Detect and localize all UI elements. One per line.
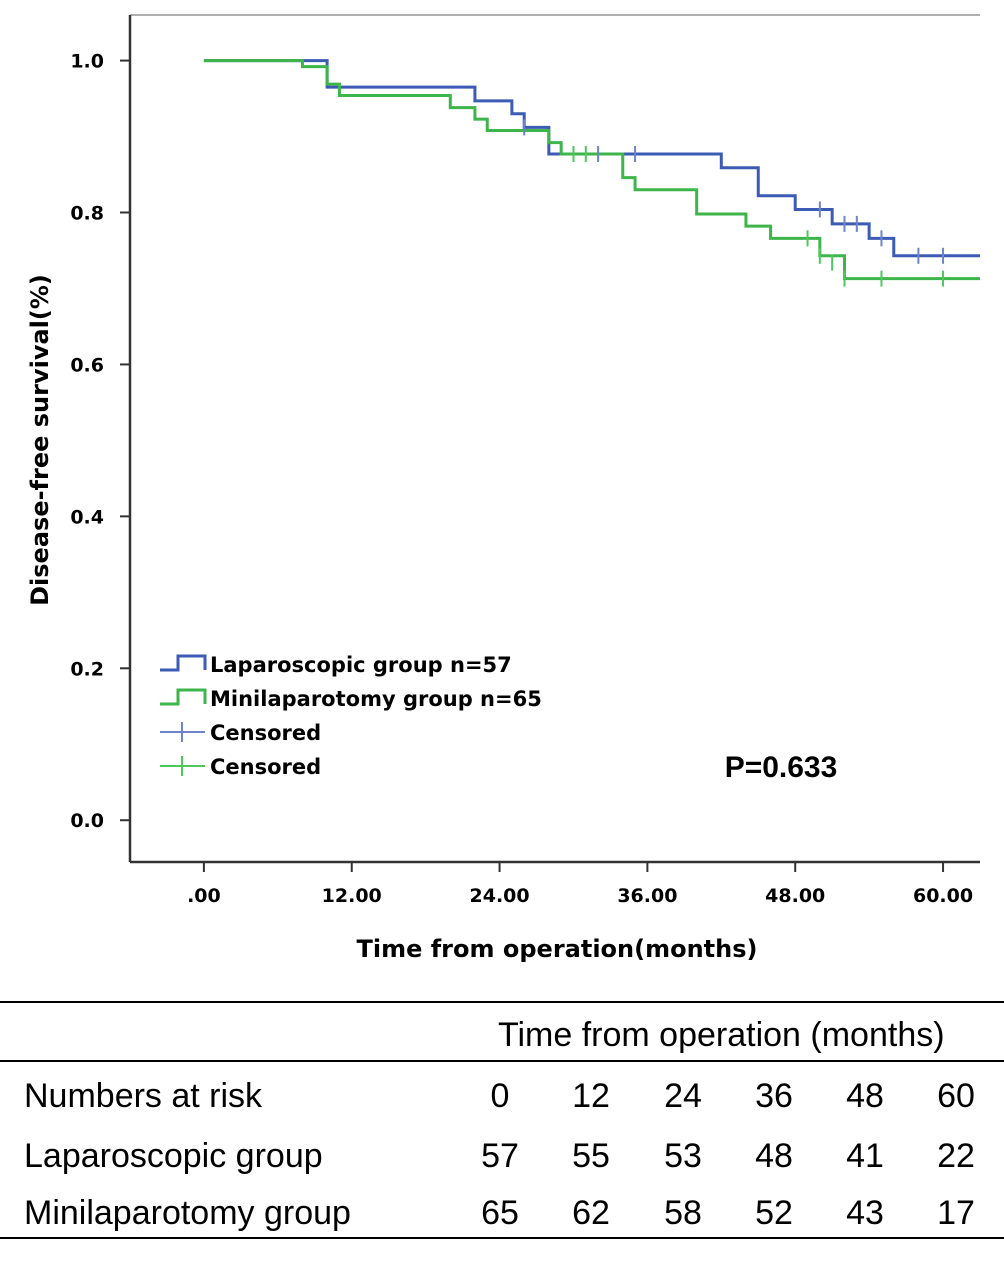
risk-table-cell: 52 xyxy=(755,1194,793,1232)
risk-table-cell: 60 xyxy=(937,1077,975,1115)
minilaparotomy-curve xyxy=(203,59,980,281)
y-tick-label: 0.6 xyxy=(70,354,104,376)
x-tick-label: 12.00 xyxy=(322,885,382,907)
risk-table-cell: 53 xyxy=(664,1137,702,1175)
y-tick-label: 0.4 xyxy=(70,506,104,528)
risk-table-cell: 36 xyxy=(755,1077,793,1115)
kaplan-meier-chart: 0.0 0.2 0.4 0.6 0.8 1.0 .00 12.00 24.00 36.00 48.… xyxy=(26,14,980,963)
risk-table-cell: 57 xyxy=(481,1137,519,1175)
risk-table-cell: 48 xyxy=(755,1137,793,1175)
y-axis-title: Disease-free survival(%) xyxy=(26,274,54,606)
risk-table-cell: 55 xyxy=(572,1137,610,1175)
risk-table-cell: 24 xyxy=(664,1077,702,1115)
risk-table-cell: 22 xyxy=(937,1137,975,1175)
survival-curves xyxy=(203,59,980,281)
y-tick-label: 1.0 xyxy=(70,51,104,73)
x-tick-label: 48.00 xyxy=(765,885,825,907)
risk-table-header: Time from operation (months) xyxy=(498,1016,945,1054)
y-tick-label: 0.2 xyxy=(70,658,104,680)
risk-table-cell: 12 xyxy=(572,1077,610,1115)
risk-table-cell: 17 xyxy=(937,1194,975,1232)
risk-table-cell: 43 xyxy=(846,1194,884,1232)
x-axis: .00 12.00 24.00 36.00 48.00 60.00 xyxy=(187,862,973,907)
risk-table-cell: 41 xyxy=(846,1137,884,1175)
table-header-rule xyxy=(0,1060,1004,1062)
x-tick-label: 60.00 xyxy=(913,885,973,907)
p-value-annotation: P=0.633 xyxy=(725,751,838,784)
risk-table-cell: 62 xyxy=(572,1194,610,1232)
x-tick-label: 24.00 xyxy=(470,885,530,907)
table-bottom-rule xyxy=(0,1237,1004,1239)
laparoscopic-curve xyxy=(203,59,980,258)
risk-table-cell: 0 xyxy=(490,1077,510,1115)
censor-marks xyxy=(523,119,945,287)
legend-label: Censored xyxy=(210,721,321,745)
plot-frame xyxy=(128,14,980,864)
risk-table-cell: 48 xyxy=(846,1077,884,1115)
risk-row-label: Minilaparotomy group xyxy=(24,1194,351,1232)
legend: Laparoscopic group n=57 Minilaparotomy gr… xyxy=(160,653,542,779)
x-tick-label: 36.00 xyxy=(617,885,677,907)
y-tick-label: 0.0 xyxy=(70,810,104,832)
risk-table-cell: 65 xyxy=(481,1194,519,1232)
risk-row-label: Numbers at risk xyxy=(24,1077,263,1115)
x-tick-label: .00 xyxy=(187,885,221,907)
y-axis: 0.0 0.2 0.4 0.6 0.8 1.0 xyxy=(70,51,130,832)
legend-label: Censored xyxy=(210,755,321,779)
legend-swatch-line xyxy=(160,688,207,706)
y-tick-label: 0.8 xyxy=(70,203,104,225)
legend-swatch-line xyxy=(160,654,207,672)
legend-label: Laparoscopic group n=57 xyxy=(210,653,512,677)
risk-row-label: Laparoscopic group xyxy=(24,1137,323,1175)
table-top-rule xyxy=(0,1001,1004,1003)
risk-table-cell: 58 xyxy=(664,1194,702,1232)
x-axis-title: Time from operation(months) xyxy=(357,935,758,963)
legend-label: Minilaparotomy group n=65 xyxy=(210,687,542,711)
